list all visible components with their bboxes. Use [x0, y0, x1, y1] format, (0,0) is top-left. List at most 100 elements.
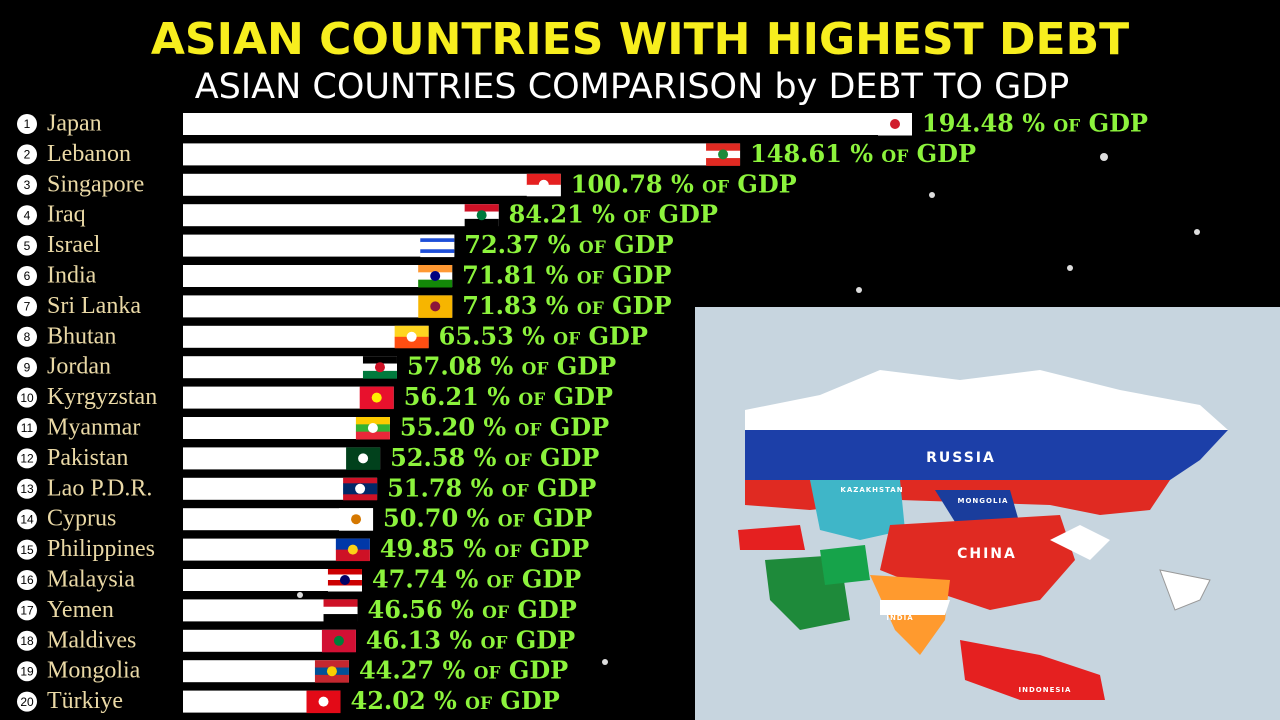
flag-stripe — [418, 279, 453, 288]
stars — [297, 153, 1200, 665]
flag-stripe — [343, 494, 378, 501]
bar — [183, 599, 358, 622]
value-label: 57.08 % of GDP — [407, 352, 616, 381]
rank: 5 — [24, 239, 31, 253]
map-label: MONGOLIA — [958, 497, 1009, 505]
flag-emblem — [430, 301, 441, 312]
value-label: 56.21 % of GDP — [404, 382, 613, 411]
value-label: 72.37 % of GDP — [464, 230, 673, 259]
bar — [183, 417, 390, 439]
rank: 3 — [24, 178, 31, 192]
flag-stripe — [394, 336, 429, 349]
flag — [359, 386, 394, 410]
flag-stripe — [420, 245, 455, 250]
value-label: 50.70 % of GDP — [383, 504, 592, 533]
value-label: 42.02 % of GDP — [351, 686, 560, 715]
flag-stripe — [327, 569, 362, 575]
map-label: INDIA — [886, 614, 913, 622]
rank-badge — [17, 691, 37, 712]
flag — [418, 295, 453, 318]
rank-badge — [17, 357, 37, 378]
flag-stripe — [706, 158, 741, 166]
flag-stripe — [464, 218, 499, 227]
flag — [321, 629, 356, 653]
category-label: Bhutan — [47, 323, 116, 349]
category-label: Mongolia — [47, 658, 141, 684]
rank: 15 — [20, 543, 34, 557]
rank: 4 — [24, 208, 31, 222]
flag-stripe — [420, 241, 455, 247]
bar — [183, 690, 341, 713]
bar — [183, 234, 455, 257]
flag-stripe — [343, 477, 378, 484]
bar — [183, 569, 362, 591]
category-label: India — [47, 263, 97, 289]
bar — [183, 477, 378, 500]
rank: 17 — [20, 604, 34, 618]
value-label: 46.56 % of GDP — [368, 595, 577, 624]
flag-emblem — [718, 149, 729, 160]
rank: 7 — [24, 300, 31, 314]
value-label: 47.74 % of GDP — [372, 565, 581, 594]
flag-emblem — [367, 423, 378, 433]
flag-emblem — [476, 210, 487, 221]
rank: 2 — [24, 148, 31, 162]
flag — [323, 599, 358, 622]
rank-badge — [17, 509, 37, 530]
rank: 19 — [20, 664, 34, 678]
category-label: Israel — [47, 232, 101, 258]
flag-stripe — [323, 614, 358, 622]
rank-badge — [17, 114, 37, 134]
flag-stripe — [355, 431, 390, 440]
flag — [335, 538, 370, 562]
category-label: Cyprus — [47, 506, 116, 532]
flag-emblem — [890, 119, 900, 129]
flag-stripe — [394, 325, 429, 338]
rank-badge — [17, 144, 37, 165]
rank-badge — [17, 296, 37, 317]
category-label: Japan — [47, 111, 102, 137]
bar — [183, 660, 349, 683]
flag-stripe — [335, 538, 370, 551]
category-label: Malaysia — [47, 567, 135, 593]
flag-stripe — [420, 238, 455, 243]
category-label: Philippines — [47, 536, 155, 562]
flag-stripe — [526, 184, 561, 197]
flag-stripe — [526, 173, 561, 186]
map-label: INDONESIA — [1019, 686, 1072, 694]
flag-stripe — [355, 417, 390, 425]
bar — [183, 325, 429, 348]
rank-badge — [17, 600, 37, 621]
flag — [362, 356, 397, 379]
value-label: 71.81 % of GDP — [462, 261, 671, 290]
category-label: Pakistan — [47, 445, 128, 471]
flag — [878, 113, 912, 136]
bar — [183, 295, 453, 318]
flag-stripe — [706, 143, 741, 152]
flag — [526, 173, 561, 197]
flag — [327, 569, 362, 592]
flag-stripe — [420, 249, 455, 254]
flag-emblem — [430, 271, 441, 281]
category-label: Jordan — [47, 354, 111, 380]
rank: 12 — [20, 452, 34, 466]
value-label: 46.13 % of GDP — [366, 625, 575, 654]
flag — [706, 143, 741, 166]
flag-stripe — [420, 234, 455, 239]
value-label: 65.53 % of GDP — [439, 321, 648, 350]
rank: 14 — [20, 512, 34, 526]
category-label: Iraq — [47, 202, 86, 228]
flag-stripe — [362, 356, 397, 365]
bar — [183, 143, 741, 166]
value-label: 52.58 % of GDP — [390, 443, 599, 472]
flag-emblem — [538, 179, 549, 190]
rank: 6 — [24, 269, 31, 283]
flag-emblem — [339, 575, 350, 585]
rank-badge — [17, 326, 37, 347]
bar — [183, 173, 561, 196]
flag — [339, 508, 374, 531]
flag-emblem — [374, 362, 385, 373]
flag-stripe — [335, 549, 370, 562]
bar — [183, 386, 394, 409]
chart-subtitle: ASIAN COUNTRIES COMPARISON by DEBT TO GD… — [195, 67, 1070, 107]
